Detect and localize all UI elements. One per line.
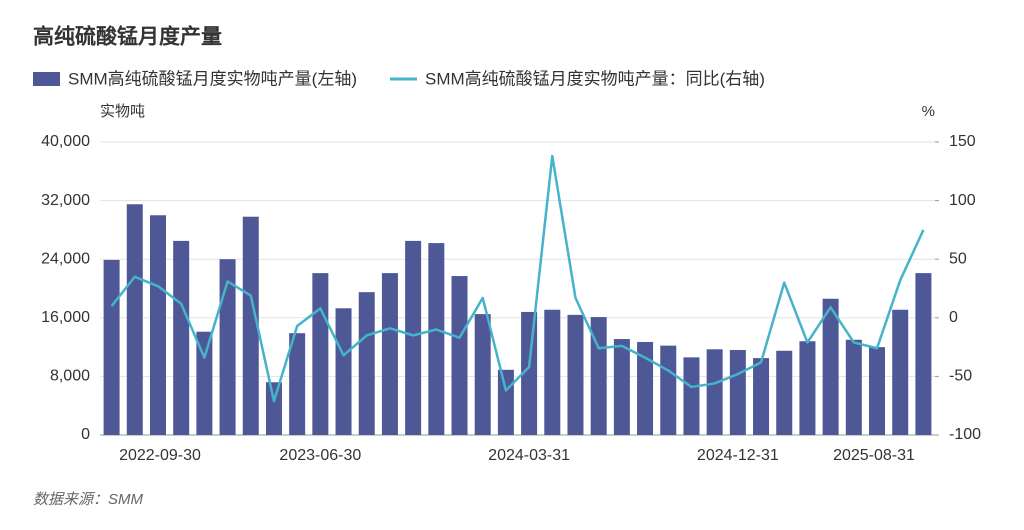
bar — [312, 273, 329, 435]
y-tick-label: 40,000 — [41, 133, 90, 150]
bar — [497, 369, 514, 435]
bar — [381, 273, 398, 435]
bar — [567, 314, 584, 435]
y-tick-label: 32,000 — [41, 192, 90, 209]
legend-label: SMM高纯硫酸锰月度实物吨产量(左轴) — [68, 69, 357, 88]
bar — [103, 259, 120, 435]
y2-tick-label: -100 — [949, 426, 981, 443]
y2-tick-label: 0 — [949, 309, 958, 326]
bar — [289, 333, 306, 435]
bar — [428, 243, 445, 435]
y2-tick-label: 150 — [949, 133, 976, 150]
y2-tick-label: 100 — [949, 192, 976, 209]
y2-tick-label: 50 — [949, 250, 967, 267]
legend-label: SMM高纯硫酸锰月度实物吨产量：同比(右轴) — [425, 69, 765, 88]
line — [110, 154, 925, 403]
bar — [799, 341, 816, 435]
y-tick-label: 0 — [81, 426, 90, 443]
bar — [845, 339, 862, 435]
legend-swatch — [33, 72, 60, 86]
y-tick-label: 8,000 — [50, 368, 90, 385]
bar — [358, 292, 375, 435]
x-tick-label: 2024-12-31 — [697, 447, 779, 464]
bar — [219, 259, 236, 435]
bar — [173, 240, 190, 435]
bar — [776, 350, 793, 435]
bar — [474, 314, 491, 435]
bar — [869, 347, 886, 435]
bar — [196, 331, 213, 435]
y-axis-label: 实物吨 — [100, 103, 145, 120]
bar — [126, 204, 143, 435]
bar — [544, 309, 561, 435]
source: 数据来源：SMM — [33, 491, 144, 508]
bar — [637, 341, 654, 435]
bar — [706, 349, 723, 435]
bar — [265, 382, 282, 435]
y2-tick-label: -50 — [949, 368, 972, 385]
bar — [451, 276, 468, 435]
bar — [613, 339, 630, 435]
bar — [892, 309, 909, 435]
bar — [335, 308, 352, 435]
bar — [521, 311, 538, 435]
bar — [242, 216, 259, 435]
bar — [753, 358, 770, 435]
bar — [729, 350, 746, 435]
y2-axis-label: % — [922, 103, 935, 120]
x-tick-label: 2024-03-31 — [488, 447, 570, 464]
bar — [149, 215, 166, 435]
x-tick-label: 2025-08-31 — [833, 447, 915, 464]
y-tick-label: 24,000 — [41, 250, 90, 267]
y-tick-label: 16,000 — [41, 309, 90, 326]
chart-title: 高纯硫酸锰月度产量 — [33, 25, 222, 49]
bar — [822, 298, 839, 435]
bar — [405, 240, 422, 435]
bar — [590, 317, 607, 435]
bar — [915, 273, 932, 435]
bar — [660, 345, 677, 435]
bar — [683, 357, 700, 435]
x-tick-label: 2023-06-30 — [279, 447, 361, 464]
x-tick-label: 2022-09-30 — [119, 447, 201, 464]
